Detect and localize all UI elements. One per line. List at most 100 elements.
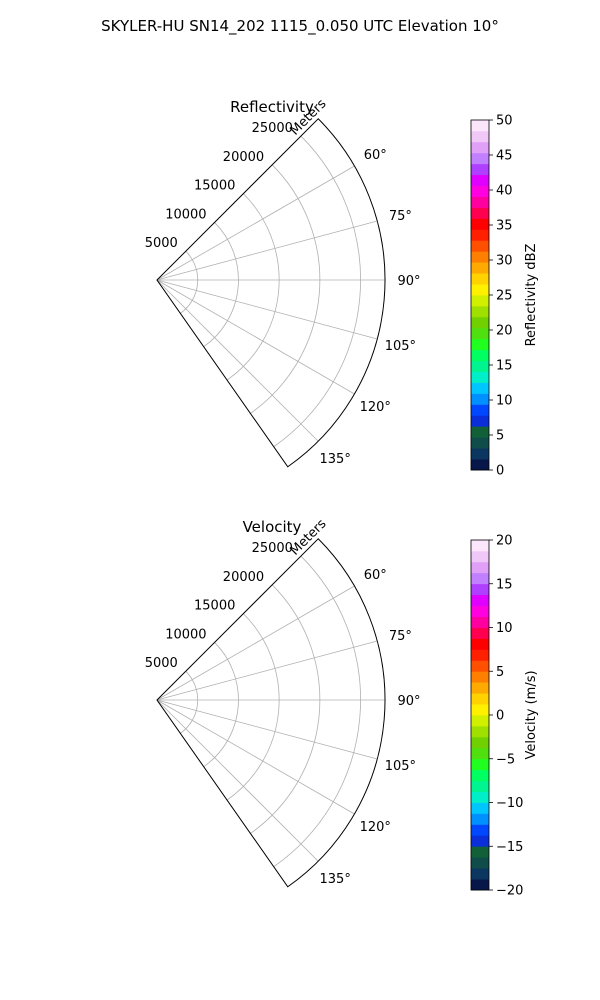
reflectivity-colorbar: 0 5 10 15 20 25 30 35 40 45 50	[470, 114, 513, 479]
colorbar-segment	[471, 791, 489, 803]
velocity-colorbar: −20 −15 −10 −5 0 5 10 15 20	[470, 534, 523, 899]
range-tick-label: 15000	[194, 179, 235, 194]
velocity-colorbar-label: Velocity (m/s)	[524, 670, 539, 759]
plot-frame	[156, 538, 386, 888]
colorbar-tick-label: 10	[496, 394, 513, 409]
colorbar-segment	[471, 780, 489, 792]
colorbar-segment	[471, 616, 489, 628]
range-tick-label: 15000	[194, 599, 235, 614]
colorbar-segment	[471, 561, 489, 574]
azimuth-tick-label: 120°	[360, 400, 391, 415]
colorbar-segment	[471, 393, 489, 405]
colorbar-tick-label: 35	[496, 219, 513, 234]
range-tick-label: 20000	[223, 150, 264, 165]
range-tick-label: 5000	[145, 236, 178, 251]
colorbar-tick-label: 0	[496, 464, 504, 479]
colorbar-segment	[471, 769, 489, 782]
colorbar-segment	[471, 824, 489, 836]
colorbar-segment	[471, 273, 489, 285]
colorbar-segment	[471, 747, 489, 760]
colorbar-tick-label: 15	[496, 359, 513, 374]
colorbar-segment	[471, 174, 489, 187]
colorbar-segment	[471, 262, 489, 274]
colorbar-tick-label: 15	[496, 577, 513, 592]
colorbar-segment	[471, 671, 489, 683]
colorbar-segment	[471, 163, 489, 176]
reflectivity-panel: Reflectivity 5000 10000 15000 20000 25000 60°…	[145, 96, 539, 478]
colorbar-segment	[471, 540, 489, 552]
figure-suptitle: SKYLER-HU SN14_202 1115_0.050 UTC Elevat…	[101, 17, 499, 36]
colorbar-segment	[471, 704, 489, 716]
colorbar-segment	[471, 813, 489, 825]
colorbar-segment	[471, 141, 489, 154]
colorbar-segment	[471, 550, 489, 563]
colorbar-tick-label: 20	[496, 324, 513, 339]
colorbar-tick-label: 30	[496, 254, 513, 269]
range-ring	[203, 642, 239, 768]
colorbar-segment	[471, 835, 489, 847]
colorbar-tick-label: 5	[496, 665, 504, 680]
colorbar-segment	[471, 251, 489, 263]
colorbar-segment	[471, 660, 489, 672]
azimuth-tick-label: 90°	[397, 274, 420, 289]
colorbar-segment	[471, 349, 489, 362]
azimuth-gridline	[156, 165, 355, 281]
range-ring	[226, 613, 280, 801]
range-ring	[250, 164, 321, 414]
range-ring	[180, 670, 199, 734]
colorbar-segment	[471, 868, 489, 880]
colorbar-segment	[471, 152, 489, 165]
colorbar-segment	[471, 802, 489, 814]
colorbar-tick-label: −15	[496, 840, 523, 855]
colorbar-tick-label: 0	[496, 709, 504, 724]
colorbar-segment	[471, 758, 489, 771]
azimuth-tick-label: 135°	[320, 872, 351, 887]
azimuth-gridline	[156, 699, 378, 760]
colorbar-tick-label: 45	[496, 149, 513, 164]
azimuth-tick-label: 60°	[364, 568, 387, 583]
colorbar-segment	[471, 240, 489, 252]
colorbar-segment	[471, 316, 489, 329]
azimuth-gridline	[156, 699, 355, 815]
colorbar-segment	[471, 382, 489, 394]
colorbar-segment	[471, 284, 489, 296]
velocity-title: Velocity	[243, 518, 302, 536]
colorbar-tick-label: 10	[496, 621, 513, 636]
range-tick-label: 10000	[165, 627, 206, 642]
colorbar-segment	[471, 207, 489, 219]
azimuth-tick-label: 90°	[397, 694, 420, 709]
azimuth-tick-label: 75°	[389, 629, 412, 644]
azimuth-gridline	[156, 699, 319, 862]
colorbar-tick-label: 20	[496, 534, 513, 549]
reflectivity-colorbar-label: Reflectivity dBZ	[524, 244, 539, 347]
colorbar-segment	[471, 426, 489, 438]
azimuth-gridline	[156, 279, 378, 340]
colorbar-segment	[471, 229, 489, 241]
colorbar-segment	[471, 649, 489, 661]
range-ring	[180, 250, 199, 314]
colorbar-segment	[471, 327, 489, 340]
colorbar-segment	[471, 404, 489, 416]
reflectivity-ppi-plot: 5000 10000 15000 20000 25000 60° 75° 90° 105° 120…	[145, 118, 421, 468]
colorbar-segment	[471, 693, 489, 705]
colorbar-segment	[471, 437, 489, 449]
range-tick-label: 5000	[145, 656, 178, 671]
velocity-panel: Velocity 5000 10000 15000 20000 25000 60° 75° 9…	[145, 516, 539, 898]
colorbar-segment	[471, 459, 489, 471]
range-ring	[250, 584, 321, 834]
range-ring	[226, 193, 280, 381]
azimuth-tick-label: 105°	[385, 339, 416, 354]
colorbar-segment	[471, 638, 489, 650]
colorbar-segment	[471, 371, 489, 383]
colorbar-segment	[471, 185, 489, 197]
colorbar-segment	[471, 572, 489, 585]
colorbar-segment	[471, 605, 489, 617]
azimuth-tick-label: 120°	[360, 820, 391, 835]
azimuth-gridline	[156, 279, 319, 442]
colorbar-segment	[471, 736, 489, 749]
colorbar-segment	[471, 415, 489, 427]
range-tick-label: 10000	[165, 207, 206, 222]
azimuth-tick-label: 135°	[320, 452, 351, 467]
colorbar-segment	[471, 583, 489, 596]
